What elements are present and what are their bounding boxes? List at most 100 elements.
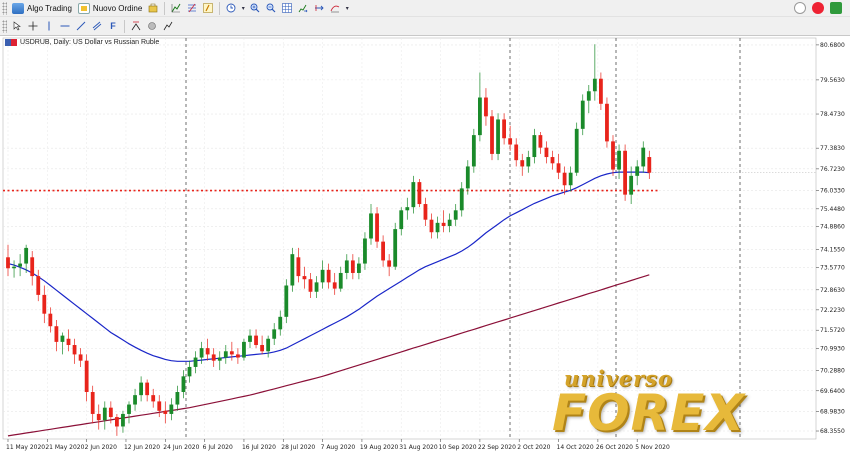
candle-body: [496, 119, 500, 154]
candle-body: [526, 157, 531, 167]
shapes-icon[interactable]: [144, 19, 160, 34]
new-order-label: Nuovo Ordine: [92, 3, 143, 13]
candle-body: [302, 276, 307, 280]
candle-body: [48, 313, 53, 327]
autoscroll-icon[interactable]: [295, 1, 311, 16]
candle-body: [284, 285, 289, 317]
indicators-dropdown-icon[interactable]: ▾: [345, 5, 349, 12]
channel-icon[interactable]: [89, 19, 105, 34]
fibonacci-retracement-icon[interactable]: F: [110, 21, 116, 31]
candle-body: [236, 354, 240, 358]
history-dropdown-icon[interactable]: ▾: [241, 5, 245, 12]
candle-body: [6, 257, 10, 269]
candle-body: [623, 150, 627, 195]
candle-body: [344, 260, 349, 273]
candle-body: [471, 135, 476, 167]
candle-body: [78, 354, 83, 361]
candle-body: [163, 410, 168, 414]
signals-icon[interactable]: [830, 2, 842, 14]
candle-body: [363, 238, 367, 264]
horizontal-line-icon[interactable]: [57, 19, 73, 34]
grid-icon[interactable]: [279, 1, 295, 16]
zoom-out-icon[interactable]: [263, 1, 279, 16]
vertical-line-icon[interactable]: [41, 19, 57, 34]
candle-body: [459, 188, 464, 211]
candle-body: [278, 316, 283, 330]
candle-body: [66, 338, 71, 346]
price-chart[interactable]: 80.6800 79.5630 78.4730 77.3830 76.7230 76.03…: [0, 36, 850, 452]
candle-body: [411, 182, 416, 208]
date-tick-label: 31 Aug 2020: [399, 444, 438, 451]
candle-body: [72, 345, 77, 355]
candle-body: [484, 97, 488, 117]
candle-body: [490, 116, 494, 154]
date-tick-label: 2 Oct 2020: [517, 444, 550, 451]
candle-body: [223, 351, 228, 358]
candle-body: [387, 260, 392, 267]
fast-moving-average-line: [7, 171, 650, 362]
price-tick-label: 68.3550: [820, 428, 845, 435]
candle-body: [314, 282, 319, 292]
candle-body: [108, 407, 113, 418]
one-click-trading-icon[interactable]: [145, 1, 161, 16]
text-tool-icon[interactable]: [200, 1, 216, 16]
candle-body: [441, 222, 446, 226]
candle-body: [435, 222, 440, 233]
candle-body: [145, 382, 150, 396]
trendline-icon[interactable]: [73, 19, 89, 34]
candle-body: [84, 360, 89, 393]
text-icon[interactable]: [128, 19, 144, 34]
candle-body: [115, 417, 119, 427]
search-icon[interactable]: [794, 2, 806, 14]
new-order-button[interactable]: Nuovo Ordine: [75, 1, 145, 16]
candle-body: [375, 213, 379, 242]
arrows-icon[interactable]: [160, 19, 176, 34]
lines-icon[interactable]: [168, 1, 184, 16]
candle-body: [508, 138, 513, 145]
date-tick-label: 10 Sep 2020: [439, 444, 477, 451]
candle-body: [580, 100, 585, 129]
candle-body: [599, 78, 603, 104]
new-order-icon: [77, 2, 90, 14]
date-tick-label: 7 Aug 2020: [321, 444, 356, 451]
price-tick-label: 71.5720: [820, 327, 845, 334]
candle-body: [326, 269, 331, 283]
candle-body: [175, 392, 180, 405]
date-tick-label: 19 Aug 2020: [360, 444, 399, 451]
candle-body: [193, 357, 198, 367]
candle-body: [266, 338, 271, 352]
chart-shift-icon[interactable]: [311, 1, 327, 16]
candle-body: [24, 247, 29, 264]
cursor-icon[interactable]: [9, 19, 25, 34]
price-tick-label: 70.2880: [820, 367, 845, 374]
candle-body: [423, 204, 428, 220]
price-tick-label: 80.6800: [820, 42, 845, 49]
chart-title-text: USDRUB, Daily: US Dollar vs Russian Rubl…: [20, 39, 160, 46]
candle-body: [30, 257, 35, 277]
zoom-in-icon[interactable]: [247, 1, 263, 16]
candle-body: [562, 172, 567, 186]
price-tick-label: 76.0330: [820, 187, 845, 194]
candle-body: [96, 413, 101, 421]
candle-body: [586, 91, 591, 101]
toolbar-grip[interactable]: [2, 19, 7, 33]
candle-body: [617, 150, 621, 170]
chart-window[interactable]: 80.6800 79.5630 78.4730 77.3830 76.7230 76.03…: [0, 36, 850, 452]
algo-trading-button[interactable]: Algo Trading: [9, 1, 75, 16]
fibonacci-icon[interactable]: [184, 1, 200, 16]
candle-body: [217, 357, 222, 361]
chart-title: USDRUB, Daily: US Dollar vs Russian Rubl…: [5, 39, 159, 46]
candle-body: [169, 404, 174, 414]
date-tick-label: 26 Oct 2020: [596, 444, 633, 451]
indicators-icon[interactable]: [327, 1, 343, 16]
candle-body: [248, 335, 252, 342]
candle-body: [629, 175, 634, 195]
notifications-icon[interactable]: [812, 2, 824, 14]
date-tick-label: 2 Jun 2020: [85, 444, 117, 451]
date-tick-label: 6 Jul 2020: [203, 444, 233, 451]
candle-body: [635, 166, 640, 176]
date-tick-label: 24 Jun 2020: [163, 444, 199, 451]
crosshair-icon[interactable]: [25, 19, 41, 34]
toolbar-grip[interactable]: [2, 1, 7, 15]
history-icon[interactable]: [223, 1, 239, 16]
